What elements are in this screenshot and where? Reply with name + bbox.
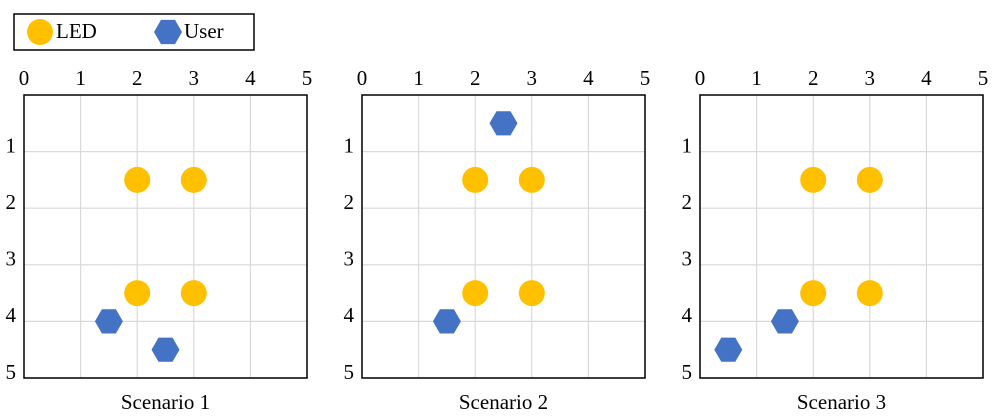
legend-box bbox=[13, 13, 255, 51]
point bbox=[432, 309, 461, 334]
y-tick-label: 1 bbox=[6, 133, 17, 157]
y-tick-label: 1 bbox=[682, 133, 693, 157]
x-tick-label: 3 bbox=[527, 66, 538, 90]
point bbox=[518, 280, 545, 307]
y-tick-label: 4 bbox=[682, 303, 693, 327]
point bbox=[124, 280, 151, 307]
x-tick-label: 3 bbox=[865, 66, 876, 90]
y-tick-label: 5 bbox=[682, 360, 693, 384]
x-tick-label: 0 bbox=[695, 66, 706, 90]
x-tick-label: 5 bbox=[640, 66, 651, 90]
x-axis-label: Scenario 3 bbox=[797, 390, 886, 414]
point bbox=[124, 166, 151, 193]
x-tick-label: 0 bbox=[19, 66, 30, 90]
y-tick-label: 4 bbox=[6, 303, 17, 327]
legend-label: User bbox=[184, 19, 224, 43]
point bbox=[462, 280, 489, 307]
x-tick-label: 1 bbox=[75, 66, 86, 90]
x-tick-label: 1 bbox=[751, 66, 762, 90]
point bbox=[800, 166, 827, 193]
x-axis-label: Scenario 1 bbox=[121, 390, 210, 414]
point bbox=[856, 166, 883, 193]
plot-border bbox=[361, 94, 646, 379]
legend-marker bbox=[154, 19, 182, 45]
x-tick-label: 1 bbox=[413, 66, 424, 90]
plot-border bbox=[23, 94, 308, 379]
legend-marker bbox=[27, 19, 53, 45]
x-tick-label: 5 bbox=[978, 66, 989, 90]
x-tick-label: 3 bbox=[189, 66, 200, 90]
point bbox=[714, 337, 743, 362]
y-tick-label: 4 bbox=[344, 303, 355, 327]
y-tick-label: 5 bbox=[6, 360, 17, 384]
x-tick-label: 2 bbox=[808, 66, 819, 90]
x-tick-label: 4 bbox=[583, 66, 594, 90]
point bbox=[151, 337, 180, 362]
x-tick-label: 2 bbox=[470, 66, 481, 90]
y-tick-label: 3 bbox=[682, 247, 693, 271]
y-tick-label: 3 bbox=[6, 247, 17, 271]
point bbox=[462, 166, 489, 193]
x-tick-label: 5 bbox=[302, 66, 313, 90]
point bbox=[180, 166, 207, 193]
point bbox=[770, 309, 799, 334]
y-tick-label: 3 bbox=[344, 247, 355, 271]
plot-border bbox=[699, 94, 984, 379]
x-tick-label: 2 bbox=[132, 66, 143, 90]
y-tick-label: 2 bbox=[682, 190, 693, 214]
point bbox=[489, 111, 518, 136]
legend-label: LED bbox=[56, 19, 97, 43]
point bbox=[800, 280, 827, 307]
x-tick-label: 0 bbox=[357, 66, 368, 90]
y-tick-label: 2 bbox=[344, 190, 355, 214]
y-tick-label: 2 bbox=[6, 190, 17, 214]
point bbox=[94, 309, 123, 334]
point bbox=[180, 280, 207, 307]
x-axis-label: Scenario 2 bbox=[459, 390, 548, 414]
point bbox=[518, 166, 545, 193]
y-tick-label: 1 bbox=[344, 133, 355, 157]
point bbox=[856, 280, 883, 307]
x-tick-label: 4 bbox=[245, 66, 256, 90]
y-tick-label: 5 bbox=[344, 360, 355, 384]
x-tick-label: 4 bbox=[921, 66, 932, 90]
